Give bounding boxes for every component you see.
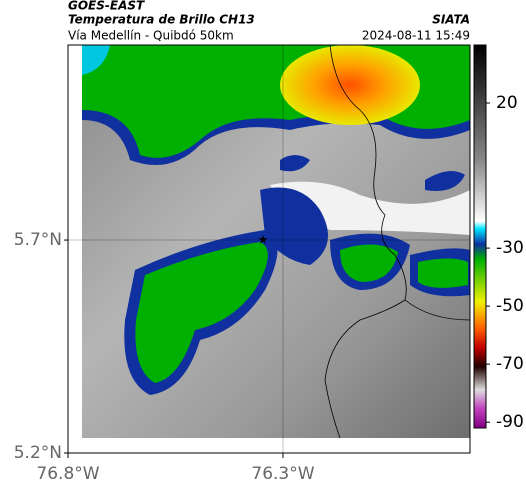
source: SIATA — [432, 13, 470, 27]
map-frame — [67, 44, 471, 454]
x-tick-label: 76.8°W — [36, 464, 99, 484]
colorbar-tick-label: -50 — [496, 296, 524, 316]
colorbar-tick-label: 20 — [496, 93, 518, 113]
datetime: 2024-08-11 15:49 — [362, 29, 470, 43]
subtitle: Vía Medellín - Quibdó 50km — [68, 29, 234, 43]
y-tick-label: 5.2°N — [14, 443, 62, 463]
title: Temperatura de Brillo CH13 — [68, 13, 255, 27]
colorbar-tick-label: -30 — [496, 238, 524, 258]
y-tick-label: 5.7°N — [14, 230, 62, 250]
x-tick-label: 76.3°W — [251, 464, 314, 484]
colorbar-tick-label: -90 — [496, 412, 524, 432]
marker: ★ — [258, 233, 269, 247]
satellite: GOES-EAST — [68, 0, 145, 13]
colorbar-tick-label: -70 — [496, 354, 524, 374]
satellite-image: ★ — [82, 44, 471, 439]
colorbar — [473, 44, 487, 429]
